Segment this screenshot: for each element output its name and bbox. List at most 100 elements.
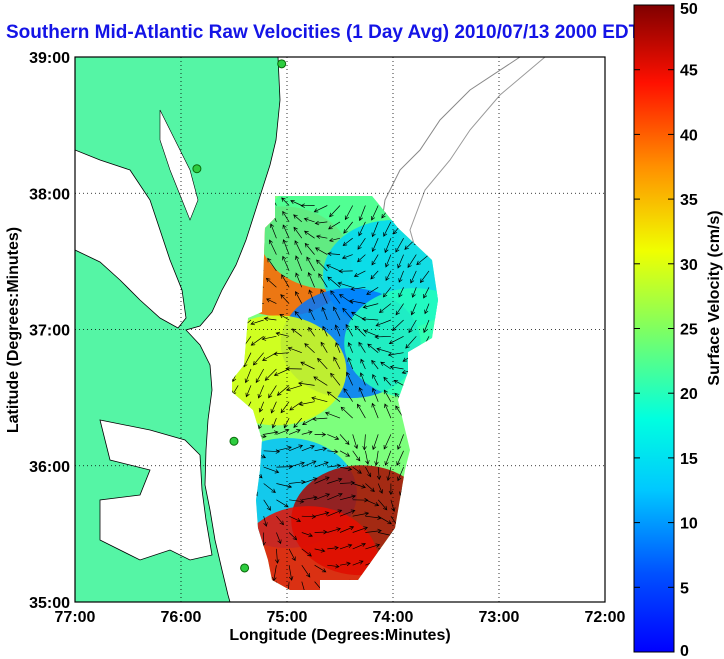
velocity-arrow bbox=[287, 346, 302, 354]
velocity-arrow bbox=[358, 387, 366, 402]
velocity-arrow bbox=[352, 542, 366, 550]
velocity-arrow bbox=[384, 450, 392, 466]
velocity-arrow bbox=[374, 450, 379, 466]
velocity-arrow bbox=[263, 466, 280, 474]
velocity-arrow bbox=[374, 334, 391, 340]
velocity-arrow bbox=[335, 342, 341, 353]
y-axis-label: Latitude (Degrees:Minutes) bbox=[5, 227, 22, 433]
velocity-arrow bbox=[244, 368, 252, 384]
velocity-arrow bbox=[359, 372, 366, 386]
velocity-arrow bbox=[314, 446, 328, 452]
colorbar-tick-label: 0 bbox=[680, 643, 689, 659]
velocity-arrow bbox=[293, 417, 303, 428]
pamlico-sound bbox=[99, 419, 213, 561]
velocity-arrow bbox=[295, 255, 303, 272]
velocity-arrow bbox=[288, 565, 294, 581]
velocity-arrow bbox=[276, 515, 284, 526]
velocity-arrow bbox=[289, 499, 305, 504]
y-tick-label: 39:00 bbox=[29, 50, 70, 67]
velocity-arrow bbox=[383, 389, 392, 402]
velocity-arrow bbox=[280, 294, 290, 304]
velocity-arrow bbox=[285, 366, 302, 371]
colorbar-tick-label: 15 bbox=[680, 451, 698, 468]
velocity-arrow bbox=[371, 221, 379, 238]
velocity-arrow bbox=[288, 515, 302, 523]
velocity-arrow bbox=[347, 357, 354, 370]
velocity-arrow bbox=[263, 483, 276, 493]
velocity-arrow bbox=[354, 325, 366, 337]
velocity-arrow bbox=[308, 326, 315, 337]
colorbar-label: Surface Velocity (cm/s) bbox=[706, 210, 723, 385]
velocity-arrow bbox=[370, 205, 379, 221]
velocity-arrow bbox=[393, 379, 404, 386]
velocity-arrow bbox=[408, 319, 417, 334]
velocity-arrow bbox=[282, 255, 290, 272]
velocity-arrow bbox=[362, 303, 379, 309]
velocity-arrow bbox=[306, 256, 315, 272]
velocity-arrow bbox=[261, 335, 277, 341]
velocity-arrow bbox=[327, 545, 339, 551]
velocity-arrow bbox=[370, 270, 379, 280]
velocity-arrow bbox=[286, 385, 302, 392]
velocity-arrow bbox=[263, 430, 279, 435]
velocity-arrow bbox=[275, 331, 290, 337]
velocity-arrow bbox=[276, 428, 290, 435]
velocity-arrow bbox=[307, 272, 315, 288]
velocity-arrow bbox=[327, 463, 342, 468]
velocity-arrow bbox=[304, 230, 315, 239]
velocity-arrow bbox=[388, 335, 404, 345]
velocity-arrow bbox=[314, 529, 328, 535]
velocity-arrow bbox=[263, 499, 271, 511]
velocity-arrow bbox=[291, 328, 303, 337]
colorbar-tick-label: 45 bbox=[680, 63, 698, 80]
velocity-arrow bbox=[275, 548, 280, 564]
velocity-arrow bbox=[371, 254, 379, 266]
velocity-arrow bbox=[276, 483, 293, 489]
velocity-arrow bbox=[376, 347, 391, 354]
velocity-arrow bbox=[328, 237, 341, 243]
velocity-arrow bbox=[282, 239, 290, 255]
hf-radar-station bbox=[240, 563, 250, 573]
velocity-arrow bbox=[281, 274, 290, 288]
velocity-arrow bbox=[293, 226, 303, 239]
velocity-arrow bbox=[405, 336, 417, 349]
velocity-arrow bbox=[339, 434, 350, 446]
velocity-arrow bbox=[314, 548, 326, 553]
velocity-arrow bbox=[396, 450, 404, 466]
velocity-arrow bbox=[339, 509, 356, 517]
velocity-arrow bbox=[357, 238, 366, 250]
velocity-arrow bbox=[358, 341, 366, 353]
velocity-arrow bbox=[314, 476, 330, 484]
velocity-arrow bbox=[357, 403, 366, 419]
velocity-arrow bbox=[419, 270, 430, 284]
velocity-arrow bbox=[288, 532, 298, 541]
velocity-arrow bbox=[294, 240, 303, 255]
x-tick-label: 73:00 bbox=[479, 609, 520, 626]
velocity-arrow bbox=[245, 385, 252, 398]
velocity-arrow bbox=[338, 268, 353, 274]
velocity-arrow bbox=[345, 323, 354, 337]
velocity-arrow bbox=[308, 308, 315, 321]
chesapeake-bay bbox=[75, 149, 187, 329]
velocity-arrow bbox=[397, 254, 404, 269]
velocity-arrow bbox=[372, 434, 379, 451]
plot-frame bbox=[74, 56, 606, 603]
velocity-arrow bbox=[339, 526, 355, 533]
velocity-arrow bbox=[330, 372, 341, 386]
velocity-arrow bbox=[360, 358, 366, 370]
velocity-arrow bbox=[273, 351, 290, 356]
velocity-arrow bbox=[387, 352, 404, 357]
velocity-arrow bbox=[395, 238, 404, 253]
velocity-arrow bbox=[395, 303, 404, 316]
velocity-arrow bbox=[343, 221, 353, 234]
velocity-arrow bbox=[382, 287, 392, 298]
velocity-arrow bbox=[390, 499, 396, 513]
velocity-arrow bbox=[341, 254, 353, 260]
velocity-arrow bbox=[273, 368, 290, 377]
velocity-arrow bbox=[314, 220, 328, 226]
velocity-arrow bbox=[271, 417, 277, 429]
velocity-arrow bbox=[314, 581, 325, 590]
velocity-arrow bbox=[365, 528, 382, 534]
chart-title: Southern Mid-Atlantic Raw Velocities (1 … bbox=[6, 22, 641, 43]
velocity-arrow bbox=[352, 466, 362, 474]
